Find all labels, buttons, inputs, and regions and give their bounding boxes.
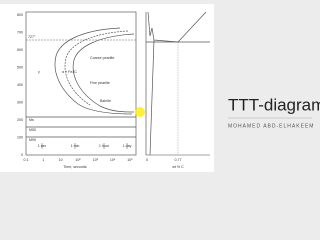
eutectoid-label: 727°: [28, 35, 36, 39]
y-tick-label: 300: [17, 100, 23, 104]
x-tick-label: 10³: [93, 158, 99, 162]
slide-subtitle: MOHAMED ABD-ELHAKEEM: [228, 123, 314, 129]
phase-axis-label: wt % C: [172, 165, 184, 169]
region-label: γ: [38, 70, 40, 74]
martensite-label: M50: [29, 128, 36, 132]
x-tick-label: 10²: [75, 158, 81, 162]
finish-curve: [72, 33, 135, 113]
x-tick-label: 10: [59, 158, 63, 162]
y-tick-label: 700: [17, 30, 23, 34]
time-mark-label: 1 min: [71, 144, 80, 148]
x-tick-label: 0.1: [24, 158, 29, 162]
y-tick-label: 600: [17, 48, 23, 52]
diagram-panel: [0, 4, 214, 172]
phase-boundary: [147, 11, 207, 43]
start-curve: [54, 27, 133, 115]
y-tick-label: 100: [17, 135, 23, 139]
region-label: α + Fe3C: [62, 70, 77, 74]
y-tick-label: 0: [21, 153, 23, 157]
time-mark-label: 1 day: [123, 144, 132, 148]
y-tick-label: 400: [17, 83, 23, 87]
region-label: Bainite: [100, 99, 111, 103]
region-label: Fine pearlite: [90, 81, 110, 85]
phase-x-label: 0: [146, 158, 148, 162]
page: {"slide":{"title":"TTT-diagram","subtitl…: [0, 4, 320, 172]
ttt-frame: [25, 11, 137, 156]
region-label: Coarse pearlite: [90, 56, 114, 60]
cursor-highlight: [135, 107, 145, 117]
martensite-label: Ms: [29, 118, 34, 122]
slide: 800 700 600 500 400 300 200 100 0 0.1 1 10 10² 10³ 10…: [0, 4, 320, 172]
x-tick-label: 10⁵: [127, 158, 133, 162]
x-tick-label: 1: [42, 158, 44, 162]
y-tick-label: 800: [17, 13, 23, 17]
y-tick-label: 500: [17, 65, 23, 69]
time-mark-label: 1 hour: [99, 144, 110, 148]
phase-x-label: 0.77: [175, 158, 182, 162]
slide-title: TTT-diagram: [228, 95, 320, 114]
martensite-label: M90: [29, 138, 36, 142]
x-tick-label: 10⁴: [110, 158, 116, 162]
phase-boundary: [149, 39, 155, 156]
x-axis-label: Time, seconds: [63, 165, 86, 169]
y-tick-label: 200: [17, 118, 23, 122]
time-mark-label: 1 sec: [38, 144, 47, 148]
